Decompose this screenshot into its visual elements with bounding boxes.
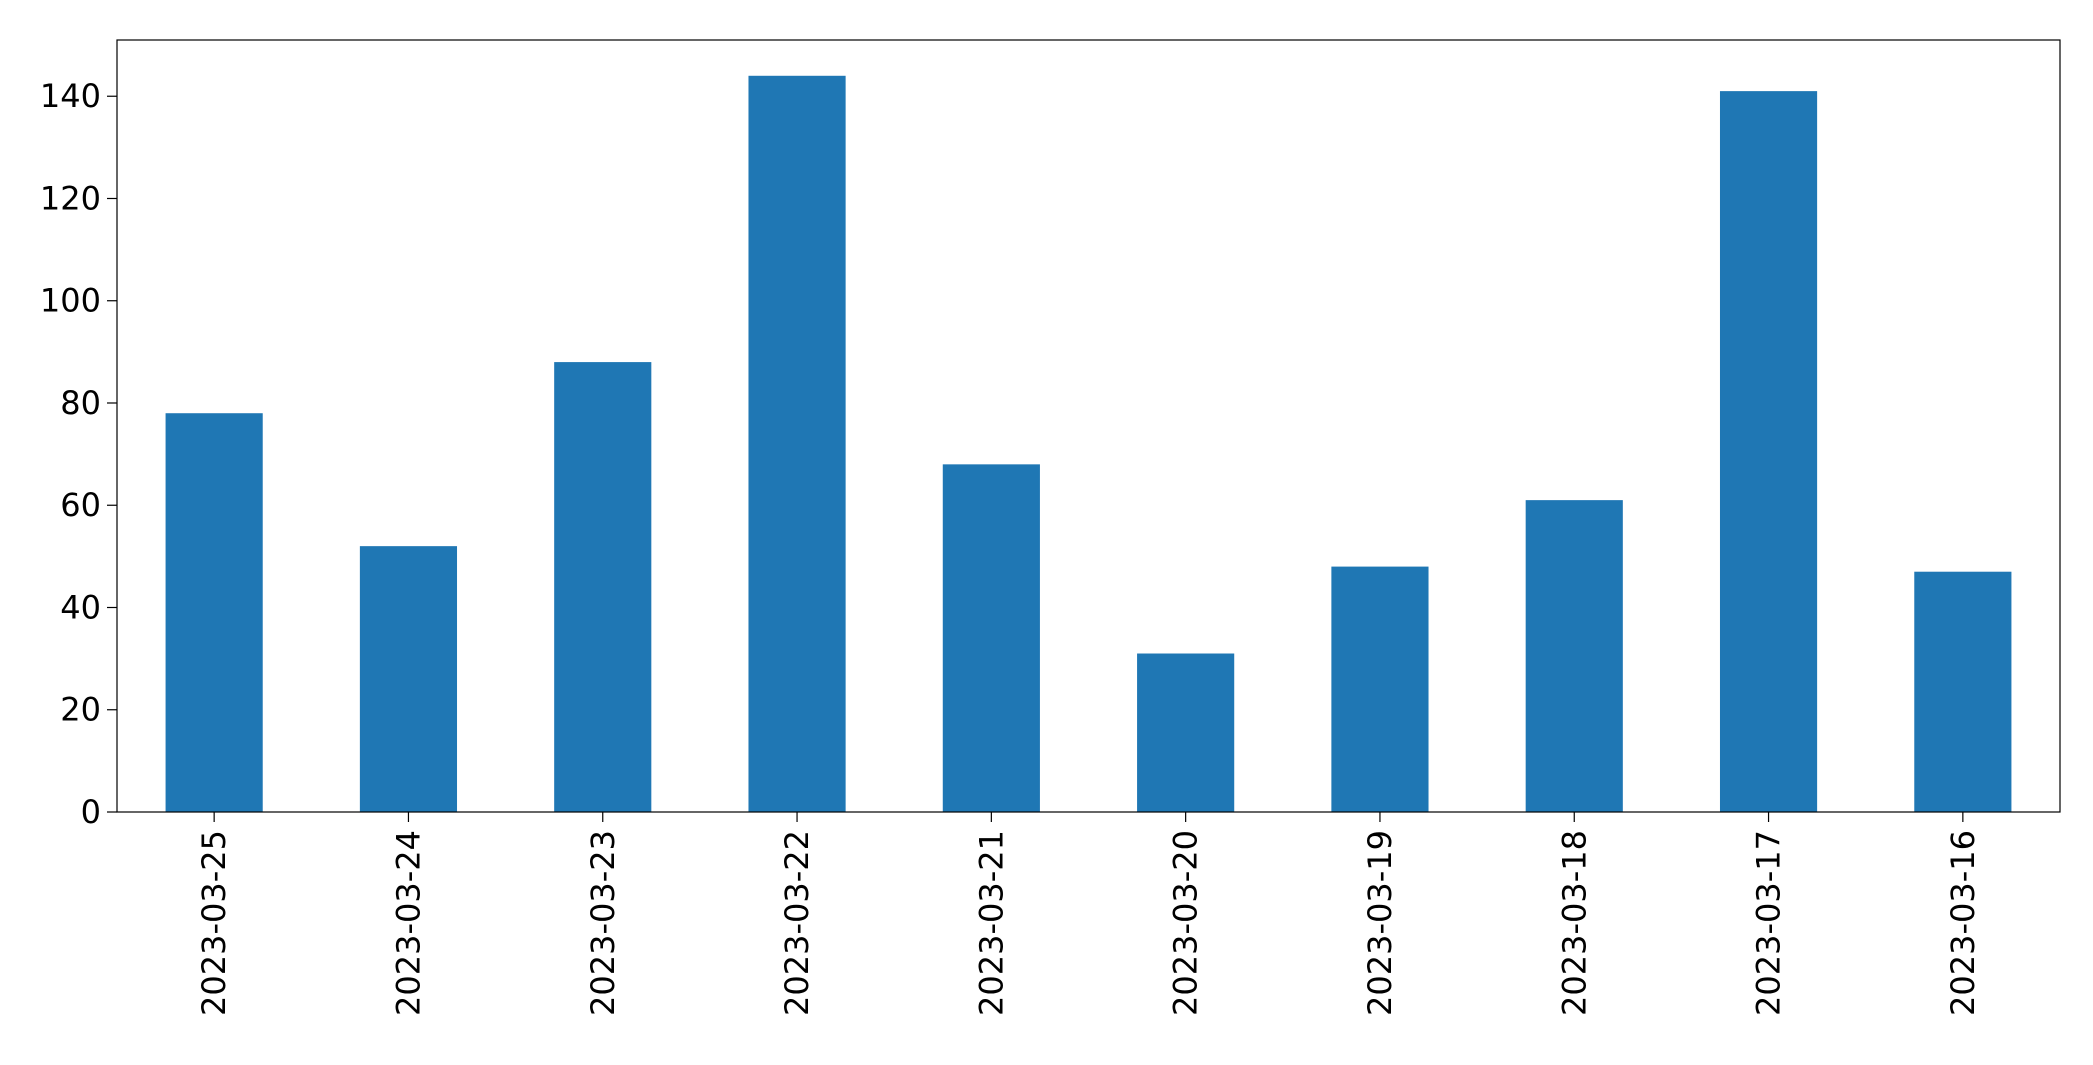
bar-2023-03-24 [359, 546, 458, 812]
bar-2023-03-18 [1525, 500, 1623, 812]
bar-2023-03-19 [1331, 566, 1429, 812]
bar-2023-03-16 [1914, 571, 2012, 812]
y-tick-label: 80 [60, 384, 101, 422]
bars-layer [165, 75, 2012, 812]
y-tick-label: 60 [60, 486, 101, 524]
y-tick-label: 100 [40, 282, 101, 320]
y-axis: 0 20 40 60 80 100 120 140 [40, 77, 117, 831]
x-tick-label: 2023-03-23 [584, 830, 622, 1016]
y-tick-label: 40 [60, 588, 101, 626]
bar-2023-03-21 [942, 464, 1040, 812]
x-tick-label: 2023-03-19 [1361, 830, 1399, 1016]
plot-frame [116, 39, 2061, 813]
x-tick-label: 2023-03-22 [778, 830, 816, 1016]
x-tick-label: 2023-03-24 [389, 830, 427, 1016]
x-tick-label: 2023-03-25 [195, 830, 233, 1016]
bar-2023-03-23 [554, 362, 652, 812]
x-tick-label: 2023-03-18 [1555, 830, 1593, 1016]
x-tick-label: 2023-03-21 [972, 830, 1010, 1016]
x-axis: 2023-03-25 2023-03-24 2023-03-23 2023-03-22… [195, 812, 1982, 1016]
y-tick-label: 140 [40, 77, 101, 115]
bar-2023-03-20 [1137, 653, 1235, 812]
bar-2023-03-17 [1719, 91, 1818, 812]
bar-2023-03-25 [165, 413, 263, 812]
x-tick-label: 2023-03-17 [1750, 830, 1788, 1016]
y-tick-label: 120 [40, 179, 101, 217]
bar-2023-03-22 [748, 75, 846, 812]
x-tick-label: 2023-03-16 [1944, 830, 1982, 1016]
y-tick-label: 0 [81, 793, 101, 831]
y-tick-label: 20 [60, 691, 101, 729]
x-tick-label: 2023-03-20 [1167, 830, 1205, 1016]
